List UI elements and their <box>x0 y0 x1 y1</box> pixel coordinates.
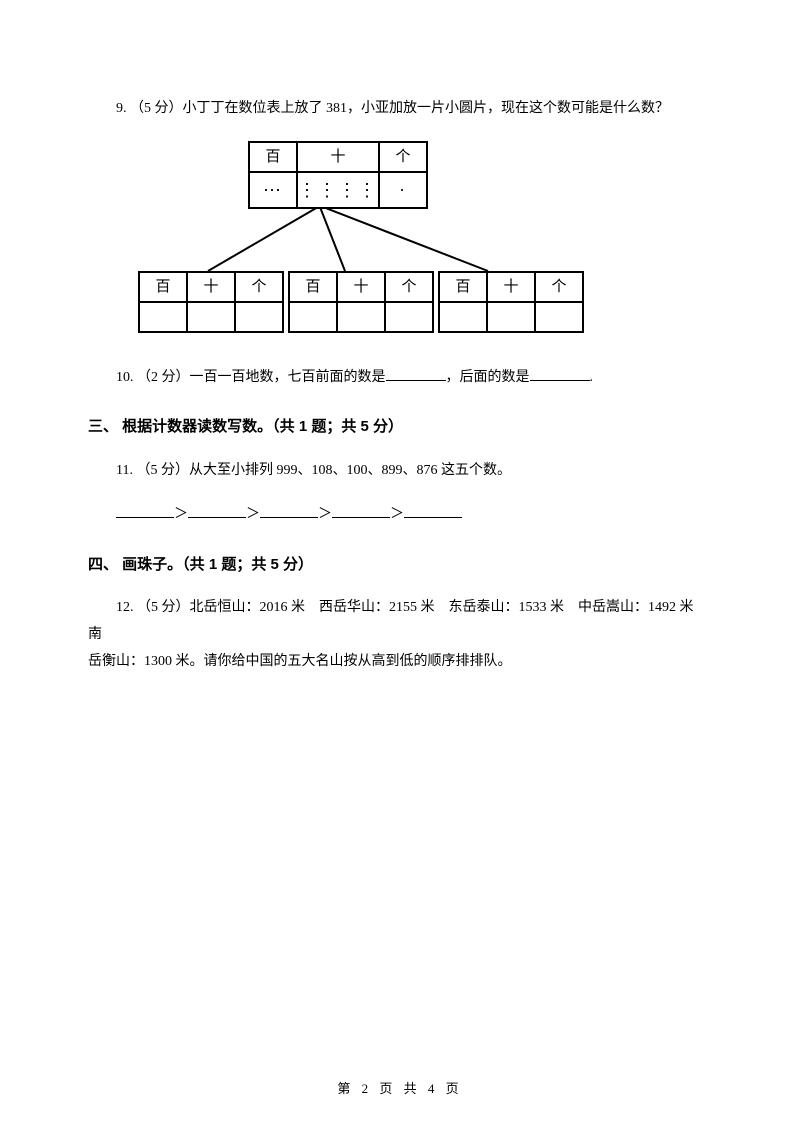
q12-line2: 岳衡山：1300 米。请你给中国的五大名山按从高到低的顺序排排队。 <box>88 649 712 676</box>
question-11: 11. （5 分）从大至小排列 999、108、100、899、876 这五个数… <box>88 458 712 485</box>
q11-blank-4[interactable] <box>332 504 390 518</box>
page-footer: 第 2 页 共 4 页 <box>0 1077 800 1102</box>
top-ones-dots: · <box>379 172 427 208</box>
q12-line1: 12. （5 分）北岳恒山：2016 米 西岳华山：2155 米 东岳泰山：15… <box>88 595 712 648</box>
q10-blank-2[interactable] <box>530 367 590 381</box>
section-4-title: 四、 画珠子。（共 1 题；共 5 分） <box>88 551 712 580</box>
child3-hundreds: 百 <box>439 272 487 303</box>
child2-ones: 个 <box>385 272 433 303</box>
q11-answer-row: ＞ ＞ ＞ ＞ <box>88 502 712 529</box>
q11-blank-2[interactable] <box>188 504 246 518</box>
child1-hundreds: 百 <box>139 272 187 303</box>
q9-child-table-1: 百 十 个 <box>138 271 284 334</box>
child3-tens: 十 <box>487 272 535 303</box>
child2-tens: 十 <box>337 272 385 303</box>
q9-child-table-3: 百 十 个 <box>438 271 584 334</box>
q10-prefix: 10. （2 分）一百一百地数，七百前面的数是 <box>116 370 386 385</box>
q11-gt-2: ＞ <box>246 507 260 522</box>
q11-blank-1[interactable] <box>116 504 174 518</box>
q11-text: 11. （5 分）从大至小排列 999、108、100、899、876 这五个数… <box>116 463 511 478</box>
q9-text: 9. （5 分）小丁丁在数位表上放了 381，小亚加放一片小圆片，现在这个数可能… <box>116 101 669 116</box>
q11-gt-4: ＞ <box>390 507 404 522</box>
child1-tens: 十 <box>187 272 235 303</box>
top-hundreds-dots: ⋯ <box>249 172 297 208</box>
q11-gt-3: ＞ <box>318 507 332 522</box>
child2-hundreds: 百 <box>289 272 337 303</box>
q9-connector-lines <box>148 207 588 277</box>
q10-suffix: . <box>590 370 594 385</box>
q11-blank-3[interactable] <box>260 504 318 518</box>
child3-ones: 个 <box>535 272 583 303</box>
top-hundreds-header: 百 <box>249 142 297 173</box>
top-ones-header: 个 <box>379 142 427 173</box>
q11-gt-1: ＞ <box>174 507 188 522</box>
q9-diagram: 百 十 个 ⋯ ⋮⋮⋮⋮ · 百 十 个 百 十 个 <box>148 141 588 341</box>
top-tens-dots: ⋮⋮⋮⋮ <box>297 172 379 208</box>
q9-child-table-2: 百 十 个 <box>288 271 434 334</box>
section-3-title: 三、 根据计数器读数写数。（共 1 题；共 5 分） <box>88 413 712 442</box>
q10-blank-1[interactable] <box>386 367 446 381</box>
q9-top-table: 百 十 个 ⋯ ⋮⋮⋮⋮ · <box>248 141 428 210</box>
child1-ones: 个 <box>235 272 283 303</box>
question-9: 9. （5 分）小丁丁在数位表上放了 381，小亚加放一片小圆片，现在这个数可能… <box>88 96 712 123</box>
q11-blank-5[interactable] <box>404 504 462 518</box>
question-10: 10. （2 分）一百一百地数，七百前面的数是 ，后面的数是. <box>88 365 712 392</box>
question-12: 12. （5 分）北岳恒山：2016 米 西岳华山：2155 米 东岳泰山：15… <box>88 595 712 675</box>
top-tens-header: 十 <box>297 142 379 173</box>
q10-mid: ，后面的数是 <box>446 370 530 385</box>
